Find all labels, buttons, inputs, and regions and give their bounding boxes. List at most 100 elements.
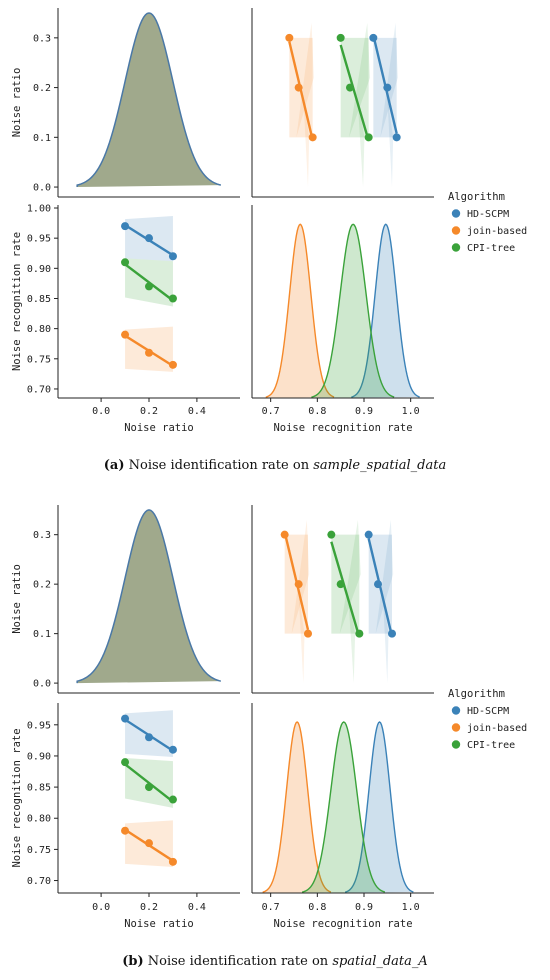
panel-a-ytick-label-3: 0.0 bbox=[33, 183, 51, 194]
noise-kde-area bbox=[77, 12, 221, 188]
ci-tail-bottom-CPI-tree bbox=[357, 97, 365, 188]
point-CPI-tree-1 bbox=[145, 783, 153, 792]
point-join-based-1 bbox=[294, 580, 303, 589]
point-join-based-0 bbox=[121, 826, 130, 835]
ci-tail-top-join-based bbox=[296, 22, 314, 138]
kde-area-CPI-tree bbox=[312, 224, 395, 398]
panel-a-ytick-label-2: 0.1 bbox=[33, 629, 51, 640]
caption-a-label: (a) bbox=[103, 458, 125, 473]
panel-d-xtick-label-1: 0.8 bbox=[308, 902, 326, 913]
legend-label-join-based: join-based bbox=[467, 226, 527, 237]
legend-label-join-based: join-based bbox=[467, 723, 527, 734]
panel-noise-kde-1: 0.3 0.2 0.1 0.0 Noise ratio bbox=[11, 505, 240, 694]
fit-line-CPI-tree bbox=[124, 263, 174, 302]
panel-top-right-0 bbox=[251, 8, 434, 198]
panel-c-ytick-label-3: 0.80 bbox=[27, 814, 51, 825]
pairplot-0: 0.3 0.2 0.1 0.0 Noise ratio 1.00 0.95 0.90 0.85 0… bbox=[11, 8, 527, 434]
point-join-based-0 bbox=[308, 133, 317, 142]
caption-b: (b) Noise identification rate on spatial… bbox=[0, 954, 550, 969]
legend-marker-HD-SCPM bbox=[451, 209, 461, 218]
panel-c-ytick-label-0: 1.00 bbox=[27, 204, 51, 215]
panel-a-ytick-label-1: 0.2 bbox=[33, 83, 51, 94]
point-HD-SCPM-2 bbox=[168, 252, 177, 261]
legend-marker-HD-SCPM bbox=[451, 706, 461, 715]
ci-tail-bottom-HD-SCPM bbox=[387, 97, 394, 188]
panel-a-ytick-label-2: 0.1 bbox=[33, 133, 51, 144]
point-HD-SCPM-1 bbox=[145, 234, 153, 243]
caption-b-label: (b) bbox=[122, 954, 144, 969]
panel-c-ytick-label-0: 0.95 bbox=[27, 720, 51, 731]
panel-d-xtick-label-3: 1.0 bbox=[402, 406, 420, 417]
panel-c-xtick-label-2: 0.4 bbox=[188, 902, 206, 913]
point-join-based-2 bbox=[280, 530, 289, 539]
panel-c-xtick-label-0: 0.0 bbox=[92, 902, 110, 913]
panel-noise-kde-0: 0.3 0.2 0.1 0.0 Noise ratio bbox=[11, 8, 240, 198]
panel-d-xtick-label-0: 0.7 bbox=[262, 406, 280, 417]
kde-area-CPI-tree bbox=[302, 722, 385, 893]
ci-tail-top-CPI-tree bbox=[349, 22, 371, 138]
panel-c-ytick-label-6: 0.70 bbox=[27, 384, 51, 395]
panel-d-xlabel: Noise recognition rate bbox=[273, 918, 412, 930]
point-CPI-tree-2 bbox=[336, 33, 345, 42]
ci-tail-top-CPI-tree bbox=[339, 519, 361, 634]
point-CPI-tree-1 bbox=[336, 580, 345, 589]
caption-b-text: Noise identification rate on bbox=[143, 954, 333, 969]
caption-a-dataset: sample_spatial_data bbox=[313, 458, 447, 473]
panel-c-ytick-label-2: 0.90 bbox=[27, 264, 51, 275]
point-join-based-2 bbox=[168, 360, 177, 369]
point-CPI-tree-0 bbox=[355, 629, 364, 638]
kde-area-join-based bbox=[266, 224, 335, 398]
fit-line-HD-SCPM bbox=[367, 538, 394, 637]
ci-tail-top-HD-SCPM bbox=[380, 22, 398, 138]
ci-tail-bottom-join-based bbox=[303, 97, 310, 188]
point-CPI-tree-2 bbox=[168, 294, 177, 303]
legend-marker-CPI-tree bbox=[451, 740, 461, 749]
panel-c-xtick-label-0: 0.0 bbox=[92, 406, 110, 417]
ci-tail-top-HD-SCPM bbox=[375, 519, 394, 634]
ci-band-CPI-tree bbox=[331, 534, 360, 634]
legend-label-HD-SCPM: HD-SCPM bbox=[467, 706, 509, 717]
panel-c-xlabel: Noise ratio bbox=[124, 422, 194, 434]
panel-c-xtick-label-1: 0.2 bbox=[140, 902, 158, 913]
point-HD-SCPM-2 bbox=[168, 745, 177, 754]
kde-line-CPI-tree bbox=[311, 223, 395, 398]
panel-d-xtick-label-1: 0.8 bbox=[308, 406, 326, 417]
fit-line-CPI-tree bbox=[330, 541, 361, 638]
panel-c-ytick-label-3: 0.85 bbox=[27, 294, 51, 305]
fit-line-join-based bbox=[288, 41, 314, 141]
point-join-based-0 bbox=[121, 330, 130, 339]
kde-line-HD-SCPM bbox=[345, 721, 414, 893]
kde-line-CPI-tree bbox=[302, 721, 386, 893]
point-HD-SCPM-1 bbox=[145, 733, 153, 742]
panel-top-right-1 bbox=[251, 505, 434, 694]
legend-label-HD-SCPM: HD-SCPM bbox=[467, 209, 509, 220]
panel-a-ytick-label-1: 0.2 bbox=[33, 580, 51, 591]
caption-a: (a) Noise identification rate on sample_… bbox=[0, 458, 550, 473]
point-HD-SCPM-0 bbox=[388, 629, 396, 638]
point-HD-SCPM-1 bbox=[383, 83, 392, 92]
panel-bottom-left-1: 0.95 0.90 0.85 0.80 0.75 0.70 0.0 0.2 0.4 Noise r… bbox=[11, 703, 240, 930]
ci-tail-bottom-join-based bbox=[298, 594, 305, 684]
point-CPI-tree-2 bbox=[168, 795, 177, 804]
point-HD-SCPM-0 bbox=[392, 133, 401, 142]
caption-a-text: Noise identification rate on bbox=[124, 458, 314, 473]
panel-c-ytick-label-4: 0.80 bbox=[27, 324, 51, 335]
point-CPI-tree-2 bbox=[327, 530, 336, 539]
point-join-based-2 bbox=[168, 857, 177, 866]
panel-a-ytick-label-3: 0.0 bbox=[33, 679, 51, 690]
legend-marker-join-based bbox=[451, 226, 461, 235]
noise-kde-area bbox=[77, 509, 221, 684]
panel-c-xlabel: Noise ratio bbox=[124, 918, 194, 930]
panel-c-ytick-label-1: 0.90 bbox=[27, 751, 51, 762]
point-HD-SCPM-2 bbox=[369, 33, 378, 42]
kde-line-join-based bbox=[262, 721, 332, 893]
legend-label-CPI-tree: CPI-tree bbox=[467, 740, 515, 751]
point-CPI-tree-0 bbox=[364, 133, 373, 142]
point-HD-SCPM-0 bbox=[121, 714, 130, 723]
point-join-based-1 bbox=[294, 83, 303, 92]
point-join-based-1 bbox=[145, 839, 153, 848]
point-CPI-tree-1 bbox=[145, 282, 153, 291]
point-HD-SCPM-1 bbox=[374, 580, 382, 589]
